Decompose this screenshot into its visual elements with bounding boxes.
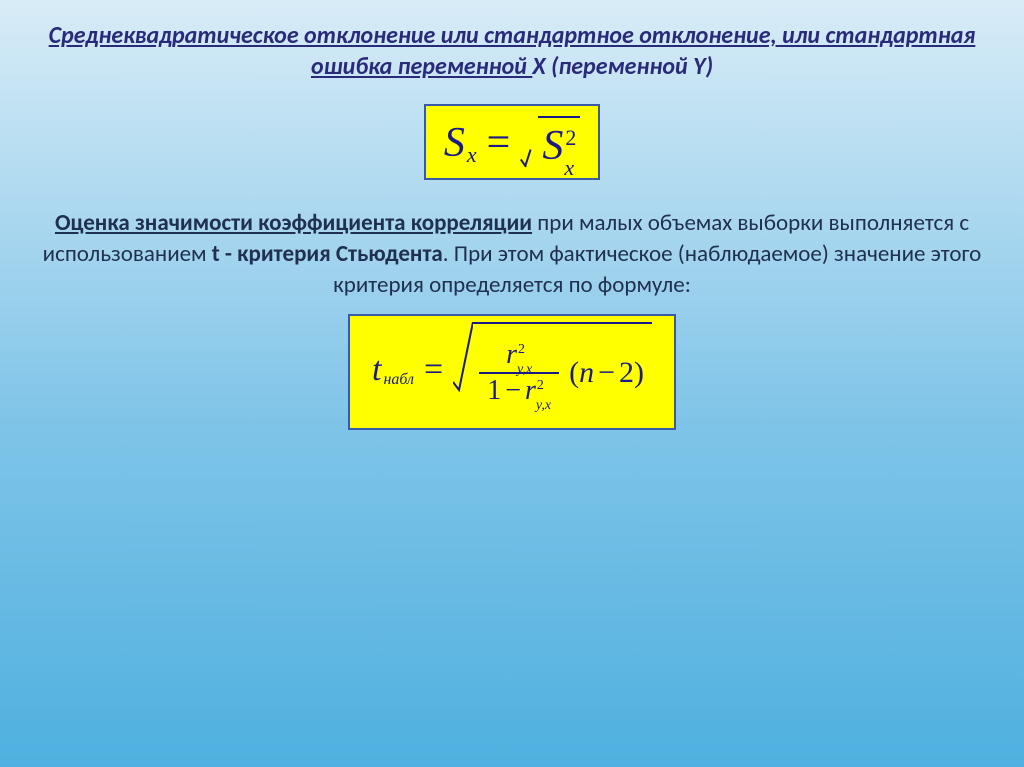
slide: Среднеквадратическое отклонение или стан… [0,0,1024,767]
formula1-box: Sx = S2x [424,104,600,180]
f2-tail-op: − [598,356,615,389]
f2-num-sup: 2 [518,342,525,359]
f2-num-base: r [506,338,517,372]
f2-frac-num: r2y,x [498,338,540,372]
formula2: tнабл = r2y,x [372,322,652,418]
para-lead: Оценка значимости коэффициента корреляци… [55,209,532,237]
f1-sqrt-body: S2x [538,116,580,170]
body-paragraph: Оценка значимости коэффициента корреляци… [28,208,996,301]
f2-tail-n: n [579,356,594,389]
formula2-box: tнабл = r2y,x [348,314,676,430]
radical-icon [453,322,473,418]
f2-num-sub: y,x [517,362,532,379]
f2-eq: = [424,351,443,389]
formula1: Sx = S2x [444,116,580,170]
f1-lhs-sub: x [467,142,477,168]
f2-tail-k: 2 [619,356,634,389]
title-tail: X (переменной Y) [532,52,713,81]
f2-tail: (n−2) [569,356,644,390]
formula2-container: tнабл = r2y,x [28,314,996,430]
f1-sqrt-sub: x [564,155,574,181]
f2-sqrt-body: r2y,x 1−r2y,x (n−2) [473,322,652,418]
f2-sqrt: r2y,x 1−r2y,x (n−2) [453,322,652,418]
f1-sqrt: S2x [520,116,580,170]
title-underlined: Среднеквадратическое отклонение или стан… [49,21,976,81]
f2-fraction: r2y,x 1−r2y,x [479,338,559,407]
radical-icon [520,116,538,170]
f2-tail-close: ) [634,356,644,389]
f1-sqrt-base: S [542,122,563,170]
f1-lhs-base: S [444,119,465,167]
slide-title: Среднеквадратическое отклонение или стан… [28,20,996,82]
f2-lhs-base: t [372,351,381,389]
para-tcrit: t - критерия Стьюдента [212,240,443,268]
f2-den-lead: 1 [487,374,501,408]
f1-sqrt-sup: 2 [565,125,576,151]
f2-tail-open: ( [569,356,579,389]
f2-den-sub: y,x [536,398,551,415]
f1-eq: = [487,119,511,167]
f2-den-sup: 2 [537,378,544,395]
f2-lhs-sub: набл [383,371,414,389]
formula1-container: Sx = S2x [28,104,996,180]
